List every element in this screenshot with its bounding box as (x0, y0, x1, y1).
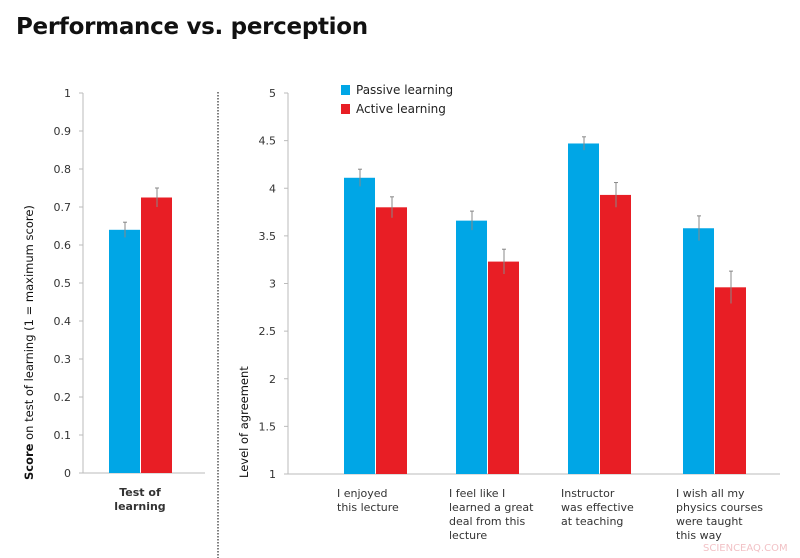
y-tick-label: 1.5 (259, 420, 277, 433)
y-tick-label: 4.5 (259, 135, 277, 148)
y-tick-label: 0.6 (54, 239, 72, 252)
bar-passive (456, 220, 487, 474)
category-label: Instructor was effective at teaching (561, 487, 634, 528)
legend-swatch-active (341, 104, 350, 114)
y-axis-title-rest: on test of learning (1 = maximum score) (22, 205, 36, 443)
category-label-line: at teaching (561, 515, 623, 528)
bar-passive (109, 229, 140, 473)
y-tick-label: 0.2 (54, 391, 72, 404)
category-label: I enjoyed this lecture (337, 487, 399, 514)
category-label-line: I enjoyed (337, 487, 388, 500)
category-label-line: Instructor (561, 487, 615, 500)
y-tick-label: 0.5 (54, 277, 72, 290)
category-label-line: lecture (449, 529, 487, 542)
y-tick-label: 1 (269, 468, 276, 481)
y-tick-label: 1 (64, 87, 71, 100)
bar-active (715, 287, 746, 474)
category-label-line: this way (676, 529, 722, 542)
category-label-line: learned a great (449, 501, 534, 514)
bar-active (488, 261, 519, 474)
category-label-line: physics courses (676, 501, 763, 514)
y-axis-title: Level of agreement (237, 366, 251, 478)
category-label: Test of learning (114, 486, 165, 513)
category-label-line: I feel like I (449, 487, 505, 500)
y-tick-label: 0 (64, 467, 71, 480)
y-tick-label: 0.3 (54, 353, 72, 366)
y-tick-label: 0.8 (54, 163, 72, 176)
y-axis-title-bold: Score (22, 443, 36, 480)
y-axis-title: Score on test of learning (1 = maximum s… (22, 205, 36, 480)
bar-passive (568, 143, 599, 475)
y-tick-label: 0.7 (54, 201, 72, 214)
bar-active (376, 207, 407, 475)
y-tick-label: 0.1 (54, 429, 72, 442)
category-label-line: was effective (561, 501, 634, 514)
legend-swatch-passive (341, 85, 350, 95)
category-label-line: this lecture (337, 501, 399, 514)
category-label: I wish all my physics courses were taught t… (676, 487, 763, 542)
bar-active (600, 194, 631, 475)
bar-passive (683, 228, 714, 474)
y-tick-label: 4 (269, 182, 276, 195)
bar-active (141, 197, 172, 473)
category-label-line: I wish all my (676, 487, 745, 500)
page-title: Performance vs. perception (16, 14, 368, 40)
y-tick-label: 2 (269, 373, 276, 386)
category-label-line: deal from this (449, 515, 525, 528)
y-tick-label: 2.5 (259, 325, 277, 338)
legend-label: Passive learning (356, 83, 453, 97)
y-tick-label: 0.4 (54, 315, 72, 328)
category-label-line: were taught (676, 515, 743, 528)
bar-passive (344, 177, 375, 474)
y-tick-label: 3.5 (259, 230, 277, 243)
y-tick-label: 0.9 (54, 125, 72, 138)
y-tick-label: 5 (269, 87, 276, 100)
y-tick-label: 3 (269, 278, 276, 291)
legend-label: Active learning (356, 102, 446, 116)
category-label-line: learning (114, 500, 165, 513)
watermark: SCIENCEAQ.COM (703, 543, 788, 554)
category-label-line: Test of (119, 486, 161, 499)
